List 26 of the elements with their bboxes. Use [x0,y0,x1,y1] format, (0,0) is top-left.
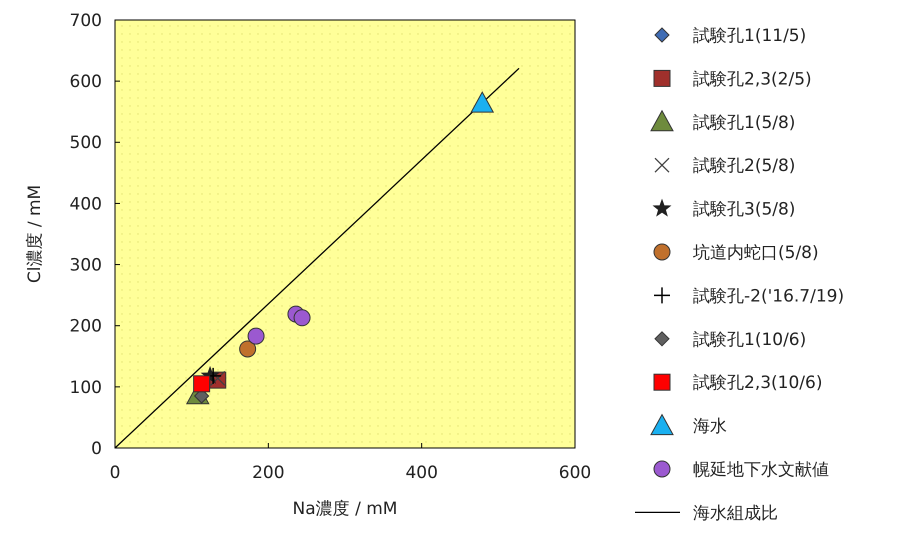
legend-label: 幌延地下水文献値 [693,460,829,480]
x-tick-label: 200 [252,463,285,483]
y-tick-label: 200 [70,316,102,337]
legend-label: 試験孔1(5/8) [693,112,796,133]
x-tick-label: 400 [405,463,438,483]
x-tick-label: 600 [558,463,592,483]
x-axis-title: Na濃度 / mM [292,499,398,519]
y-tick-label: 700 [70,10,102,31]
legend-label: 海水 [693,416,727,437]
legend-label: 試験孔1(10/6) [693,330,806,350]
y-tick-label: 600 [70,72,102,92]
y-tick-label: 0 [91,438,102,459]
y-tick-label: 400 [70,194,102,214]
legend-label: 試験孔-2('16.7/19) [693,286,844,306]
legend-label: 試験孔2(5/8) [693,156,796,176]
y-tick-label: 100 [70,378,102,398]
y-axis-title: Cl濃度 / mM [25,184,45,284]
legend-label: 試験孔3(5/8) [693,200,796,220]
y-tick-label: 300 [70,256,102,276]
legend-label: 坑道内蛇口(5/8) [692,242,819,263]
legend-label: 試験孔2,3(2/5) [693,69,812,90]
y-tick-label: 500 [70,133,102,154]
legend-label: 試験孔1(11/5) [693,26,806,46]
legend-label: 海水組成比 [693,503,778,524]
x-tick-label: 0 [110,463,120,483]
legend-label: 試験孔2,3(10/6) [693,373,822,394]
